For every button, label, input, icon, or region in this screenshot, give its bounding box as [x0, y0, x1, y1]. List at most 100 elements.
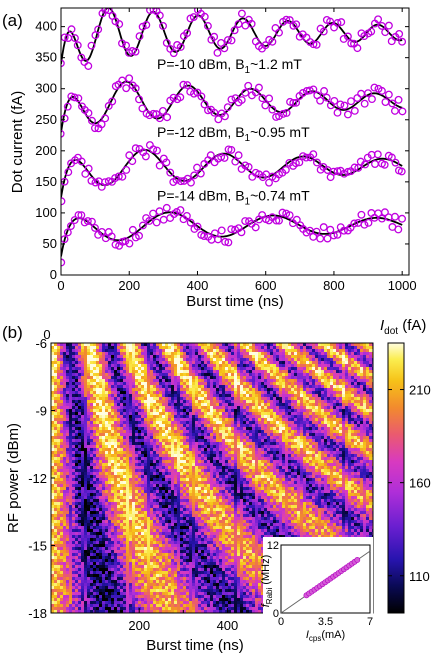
heatmap-cell	[93, 412, 97, 416]
heatmap-cell	[231, 397, 235, 401]
heatmap-cell	[255, 355, 259, 359]
heatmap-cell	[201, 379, 205, 383]
heatmap-cell	[288, 463, 292, 467]
heatmap-cell	[216, 445, 220, 449]
heatmap-cell	[363, 388, 367, 392]
heatmap-cell	[51, 418, 55, 422]
heatmap-cell	[231, 445, 235, 449]
heatmap-cell	[171, 463, 175, 467]
heatmap-cell	[150, 448, 154, 452]
heatmap-cell	[213, 367, 217, 371]
heatmap-cell	[294, 379, 298, 383]
heatmap-cell	[288, 370, 292, 374]
heatmap-cell	[123, 403, 127, 407]
heatmap-cell	[285, 355, 289, 359]
heatmap-cell	[144, 403, 148, 407]
data-point	[197, 92, 206, 101]
heatmap-cell	[348, 412, 352, 416]
heatmap-cell	[63, 355, 67, 359]
heatmap-cell	[210, 361, 214, 365]
heatmap-cell	[81, 391, 85, 395]
heatmap-cell	[240, 460, 244, 464]
heatmap-cell	[165, 466, 169, 470]
heatmap-cell	[342, 400, 346, 404]
heatmap-cell	[198, 457, 202, 461]
heatmap-cell	[321, 394, 325, 398]
heatmap-cell	[213, 346, 217, 350]
heatmap-cell	[213, 379, 217, 383]
heatmap-cell	[249, 349, 253, 353]
heatmap-cell	[171, 454, 175, 458]
heatmap-cell	[252, 454, 256, 458]
heatmap-cell	[258, 466, 262, 470]
heatmap-cell	[219, 382, 223, 386]
heatmap-cell	[177, 460, 181, 464]
heatmap-cell	[102, 451, 106, 455]
heatmap-cell	[192, 361, 196, 365]
heatmap-cell	[357, 415, 361, 419]
heatmap-cell	[270, 430, 274, 434]
heatmap-cell	[111, 412, 115, 416]
heatmap-cell	[57, 394, 61, 398]
heatmap-cell	[327, 352, 331, 356]
heatmap-cell	[342, 361, 346, 365]
heatmap-cell	[288, 388, 292, 392]
heatmap-cell	[99, 454, 103, 458]
heatmap-cell	[291, 346, 295, 350]
heatmap-cell	[150, 454, 154, 458]
heatmap-cell	[303, 424, 307, 428]
heatmap-cell	[228, 406, 232, 410]
heatmap-cell	[213, 466, 217, 470]
data-point	[88, 116, 96, 125]
data-point	[200, 232, 209, 241]
heatmap-cell	[342, 427, 346, 431]
heatmap-cell	[129, 421, 133, 425]
heatmap-cell	[255, 403, 259, 407]
heatmap-cell	[108, 466, 112, 470]
heatmap-cell	[126, 388, 130, 392]
data-point	[155, 161, 164, 170]
heatmap-cell	[87, 388, 91, 392]
heatmap-cell	[210, 346, 214, 350]
heatmap-cell	[111, 349, 115, 353]
heatmap-cell	[342, 385, 346, 389]
heatmap-cell	[174, 349, 178, 353]
heatmap-cell	[162, 430, 166, 434]
heatmap-cell	[237, 379, 241, 383]
heatmap-cell	[135, 400, 139, 404]
heatmap-cell	[57, 373, 61, 377]
heatmap-cell	[330, 409, 334, 413]
heatmap-cell	[249, 352, 253, 356]
heatmap-cell	[198, 442, 202, 446]
heatmap-cell	[174, 382, 178, 386]
heatmap-cell	[288, 430, 292, 434]
heatmap-cell	[360, 367, 364, 371]
heatmap-cell	[312, 409, 316, 413]
heatmap-cell	[54, 451, 58, 455]
heatmap-cell	[66, 388, 70, 392]
heatmap-cell	[330, 424, 334, 428]
heatmap-cell	[90, 454, 94, 458]
heatmap-cell	[351, 442, 355, 446]
heatmap-cell	[255, 427, 259, 431]
heatmap-cell	[120, 376, 124, 380]
heatmap-cell	[63, 427, 67, 431]
heatmap-cell	[219, 391, 223, 395]
data-point	[319, 27, 328, 36]
heatmap-cell	[231, 391, 235, 395]
heatmap-cell	[333, 463, 337, 467]
heatmap-cell	[222, 364, 226, 368]
heatmap-cell	[201, 370, 205, 374]
heatmap-cell	[330, 433, 334, 437]
heatmap-cell	[228, 382, 232, 386]
heatmap-cell	[255, 415, 259, 419]
heatmap-cell	[108, 349, 112, 353]
heatmap-cell	[240, 346, 244, 350]
heatmap-cell	[273, 385, 277, 389]
heatmap-cell	[219, 349, 223, 353]
heatmap-cell	[264, 448, 268, 452]
heatmap-cell	[360, 445, 364, 449]
heatmap-cell	[123, 361, 127, 365]
heatmap-cell	[60, 403, 64, 407]
heatmap-cell	[288, 457, 292, 461]
